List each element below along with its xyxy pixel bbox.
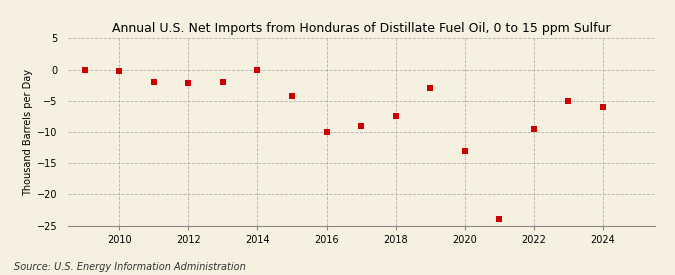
Point xyxy=(494,217,505,221)
Point xyxy=(287,94,298,98)
Title: Annual U.S. Net Imports from Honduras of Distillate Fuel Oil, 0 to 15 ppm Sulfur: Annual U.S. Net Imports from Honduras of… xyxy=(112,21,610,35)
Point xyxy=(217,80,228,84)
Point xyxy=(356,123,367,128)
Point xyxy=(148,80,159,84)
Point xyxy=(390,114,401,119)
Y-axis label: Thousand Barrels per Day: Thousand Barrels per Day xyxy=(23,68,33,196)
Point xyxy=(597,105,608,109)
Point xyxy=(183,81,194,85)
Point xyxy=(321,130,332,134)
Point xyxy=(425,86,435,90)
Point xyxy=(563,99,574,103)
Point xyxy=(80,67,90,72)
Point xyxy=(529,127,539,131)
Point xyxy=(460,148,470,153)
Text: Source: U.S. Energy Information Administration: Source: U.S. Energy Information Administ… xyxy=(14,262,245,271)
Point xyxy=(114,69,125,73)
Point xyxy=(252,67,263,72)
